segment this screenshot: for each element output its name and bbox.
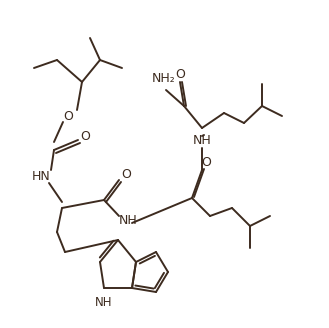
Text: O: O	[121, 169, 131, 181]
Text: NH: NH	[192, 133, 211, 147]
Text: O: O	[80, 131, 90, 144]
Text: O: O	[175, 69, 185, 81]
Text: NH₂: NH₂	[152, 72, 176, 85]
Text: NH: NH	[95, 296, 113, 309]
Text: HN: HN	[32, 171, 50, 183]
Text: O: O	[201, 155, 211, 169]
Text: NH: NH	[119, 215, 138, 228]
Text: O: O	[63, 111, 73, 124]
